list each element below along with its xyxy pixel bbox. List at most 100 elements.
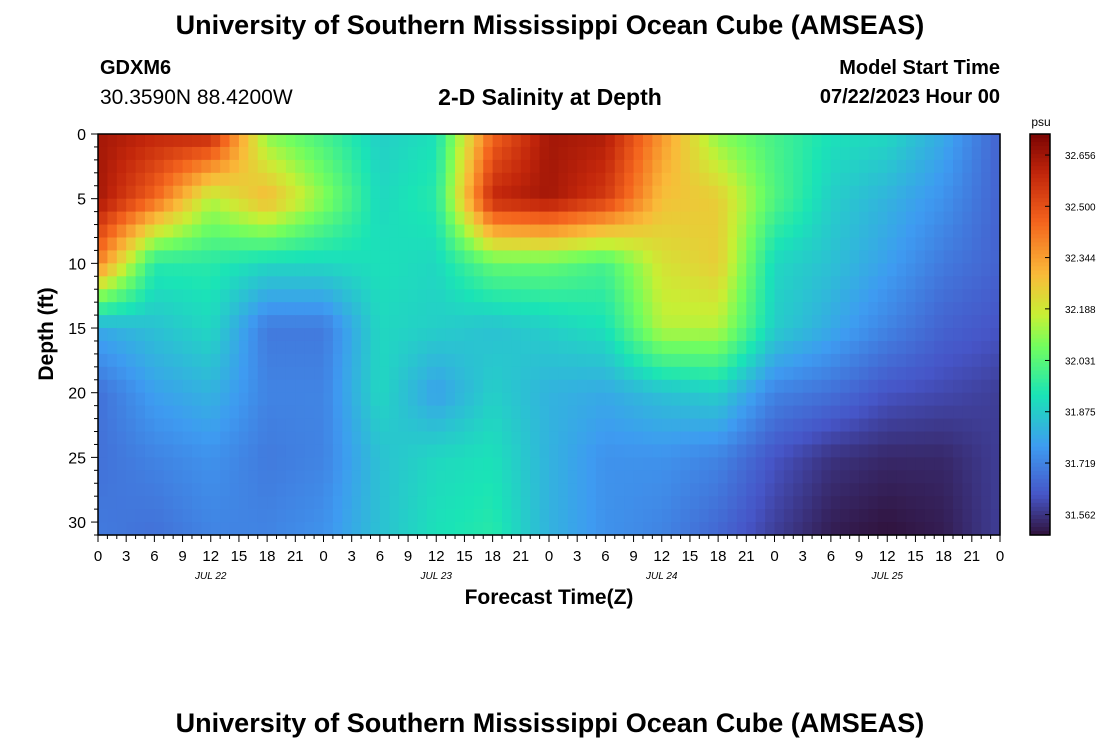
heatmap-cell [633, 198, 644, 213]
heatmap-cell [840, 340, 851, 355]
heatmap-cell [793, 353, 804, 368]
heatmap-cell [943, 276, 954, 290]
heatmap-cell [426, 198, 437, 213]
heatmap-cell [924, 263, 935, 277]
x-tick-label: 21 [963, 548, 980, 565]
heatmap-cell [426, 263, 437, 277]
heatmap-cell [539, 405, 550, 420]
heatmap-cell [624, 328, 635, 342]
colorbar-segment [1030, 498, 1050, 504]
heatmap-cell [436, 276, 447, 290]
heatmap-cell [962, 211, 973, 226]
heatmap-cell [398, 198, 409, 213]
heatmap-cell [595, 392, 606, 407]
heatmap-cell [821, 405, 832, 420]
heatmap-cell [981, 211, 992, 226]
heatmap-cell [492, 237, 503, 252]
heatmap-cell [323, 146, 334, 161]
heatmap-cell [746, 522, 757, 536]
heatmap-cell [144, 353, 155, 368]
heatmap-cell [934, 418, 945, 433]
heatmap-cell [191, 483, 202, 497]
heatmap-cell [586, 263, 597, 277]
heatmap-cell [257, 237, 268, 252]
heatmap-cell [793, 483, 804, 497]
colorbar-segment [1030, 370, 1050, 376]
heatmap-cell [135, 418, 146, 433]
heatmap-cell [821, 392, 832, 407]
heatmap-cell [595, 185, 606, 200]
heatmap-cell [342, 159, 353, 174]
heatmap-cell [238, 146, 249, 161]
heatmap-cell [182, 185, 193, 200]
heatmap-cell [370, 392, 381, 407]
heatmap-cell [736, 457, 747, 471]
heatmap-cell [652, 250, 663, 264]
heatmap-cell [708, 496, 719, 510]
heatmap-cell [953, 444, 964, 458]
heatmap-cell [502, 509, 513, 523]
heatmap-cell [924, 328, 935, 342]
heatmap-cell [201, 522, 212, 536]
heatmap-cell [558, 263, 569, 277]
heatmap-cell [248, 263, 259, 277]
heatmap-cell [567, 237, 578, 252]
heatmap-cell [736, 315, 747, 329]
heatmap-cell [464, 302, 475, 316]
heatmap-cell [342, 392, 353, 407]
heatmap-cell [398, 250, 409, 264]
heatmap-cell [520, 418, 531, 433]
heatmap-cell [210, 315, 221, 329]
y-tick-label: 25 [68, 450, 86, 467]
heatmap-cell [295, 509, 306, 523]
heatmap-cell [455, 457, 466, 471]
heatmap-cell [182, 211, 193, 226]
heatmap-cell [483, 315, 494, 329]
heatmap-cell [539, 353, 550, 368]
heatmap-cell [220, 444, 231, 458]
heatmap-cell [126, 470, 137, 484]
heatmap-cell [971, 172, 982, 187]
heatmap-cell [859, 470, 870, 484]
station-id: GDXM6 [100, 57, 172, 79]
heatmap-cell [746, 470, 757, 484]
heatmap-cell [577, 522, 588, 536]
heatmap-cell [624, 146, 635, 161]
heatmap-cell [915, 328, 926, 342]
heatmap-cell [511, 250, 522, 264]
heatmap-cell [633, 405, 644, 420]
heatmap-cell [304, 418, 315, 433]
heatmap-cell [492, 431, 503, 446]
heatmap-cell [520, 392, 531, 407]
heatmap-cell [163, 328, 174, 342]
heatmap-cell [267, 198, 278, 213]
heatmap-cell [840, 418, 851, 433]
heatmap-cell [323, 302, 334, 316]
heatmap-cell [267, 392, 278, 407]
page-title: University of Southern Mississippi Ocean… [175, 10, 925, 40]
heatmap-cell [323, 457, 334, 471]
heatmap-cell [577, 302, 588, 316]
heatmap-cell [436, 444, 447, 458]
colorbar-segment [1030, 378, 1050, 384]
heatmap-cell [370, 470, 381, 484]
heatmap-cell [370, 315, 381, 329]
heatmap-cell [877, 185, 888, 200]
heatmap-cell [812, 146, 823, 161]
heatmap-cell [267, 276, 278, 290]
heatmap-cell [981, 522, 992, 536]
heatmap-cell [201, 134, 212, 148]
heatmap-cell [549, 328, 559, 342]
heatmap-cell [840, 405, 851, 420]
heatmap-cell [746, 379, 757, 394]
heatmap-cell [727, 263, 738, 277]
heatmap-cell [586, 431, 597, 446]
heatmap-cell [755, 353, 766, 368]
heatmap-cell [840, 134, 851, 148]
heatmap-cell [304, 237, 315, 252]
heatmap-cell [163, 418, 174, 433]
heatmap-cell [849, 340, 860, 355]
heatmap-cell [990, 379, 1001, 394]
heatmap-cell [398, 289, 409, 303]
heatmap-cell [332, 211, 343, 226]
